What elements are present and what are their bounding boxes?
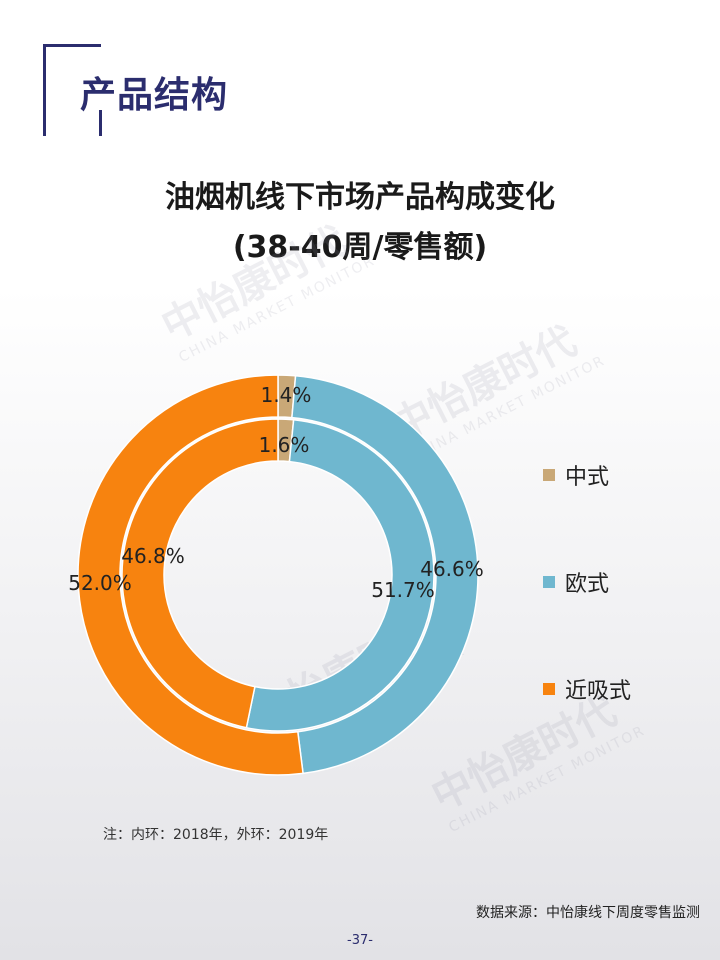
legend-label: 中式 <box>565 465 610 490</box>
data-source: 数据来源：中怡康线下周度零售监测 <box>476 905 700 921</box>
data-label-outer-1: 46.6% <box>420 557 484 581</box>
section-title: 产品结构 <box>80 75 229 116</box>
data-label-inner-2: 46.8% <box>121 544 185 568</box>
page-number: -37- <box>347 933 373 948</box>
chart-legend: 中式 欧式 近吸式 <box>543 460 631 704</box>
legend-item: 中式 <box>543 460 631 490</box>
data-label-inner-0: 1.6% <box>259 433 310 457</box>
data-label-outer-2: 52.0% <box>68 571 132 595</box>
donut-slice-inner-1 <box>245 418 435 732</box>
legend-swatch <box>543 469 555 481</box>
data-label-inner-1: 51.7% <box>371 578 435 602</box>
data-label-outer-0: 1.4% <box>261 383 312 407</box>
chart-note: 注：内环：2018年，外环：2019年 <box>103 827 329 843</box>
legend-swatch <box>543 576 555 588</box>
legend-label: 欧式 <box>565 572 610 597</box>
legend-label: 近吸式 <box>565 679 632 704</box>
legend-swatch <box>543 683 555 695</box>
legend-item: 欧式 <box>543 567 631 597</box>
donut-slice-outer-2 <box>77 374 304 776</box>
chart-subtitle: (38-40周/零售额) <box>232 230 488 265</box>
donut-slice-inner-2 <box>121 418 279 729</box>
legend-item: 近吸式 <box>543 674 631 704</box>
section-bracket <box>43 44 101 136</box>
section-bracket-right <box>99 110 102 136</box>
chart-title: 油烟机线下市场产品构成变化 <box>165 180 555 215</box>
donut-slice-outer-1 <box>291 374 479 775</box>
